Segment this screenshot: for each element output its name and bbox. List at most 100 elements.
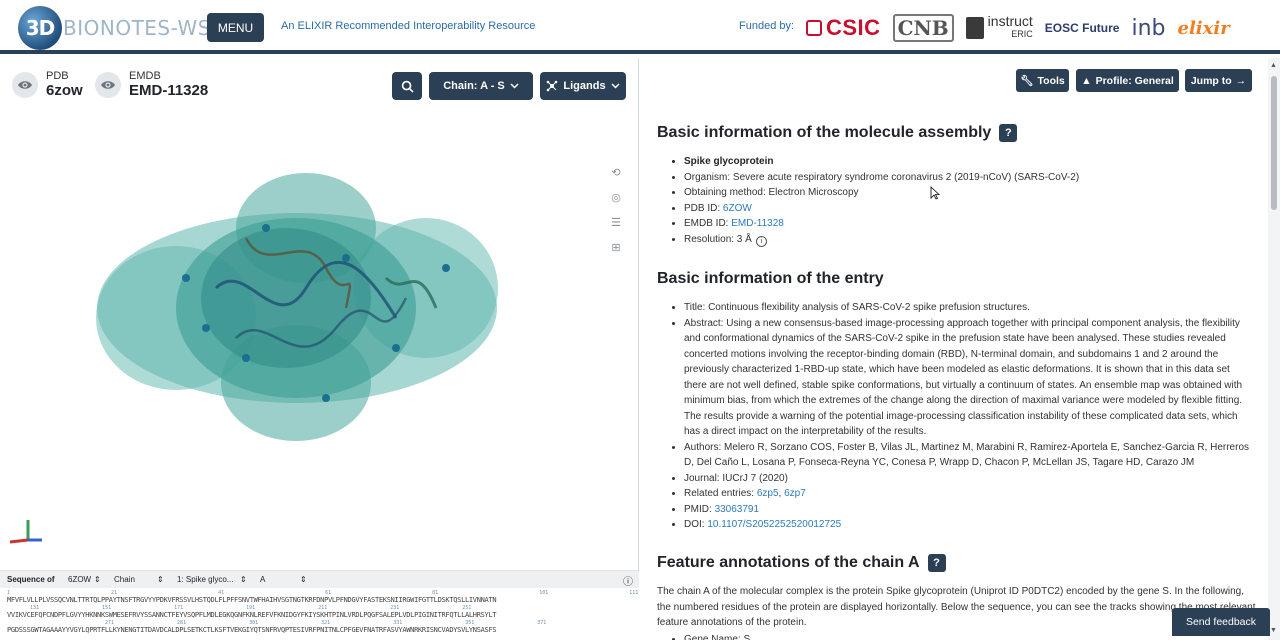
sequence-chain-value-select[interactable]: A [260, 575, 266, 584]
sequence-ruler-number: 251 [462, 605, 472, 611]
sequence-ruler-2: 131 151 171 191 211 231 251 [30, 605, 471, 611]
page-scrollbar[interactable]: ▲ ▼ [1268, 58, 1280, 640]
screenshot-icon[interactable]: ◎ [611, 191, 621, 204]
pdb-id-link[interactable]: 6ZOW [722, 202, 752, 214]
elixir-logo[interactable]: elixir [1177, 17, 1230, 39]
pdb-label: PDB [46, 70, 69, 82]
funded-by-label: Funded by: [739, 20, 795, 32]
sequence-line[interactable]: MFVFLVLLPLVSSQCVNLTTRTQLPPAYTNSFTRGVYYPD… [7, 596, 497, 604]
section-title-features-text: Feature annotations of the chain A [657, 554, 920, 571]
sequence-ruler-number: 101 [539, 590, 549, 596]
settings-sliders-icon[interactable]: ☰ [611, 216, 621, 229]
sequence-ruler-number: 331 [393, 620, 403, 626]
sequence-chain-select[interactable]: Chain [114, 575, 135, 584]
sequence-ruler-number: 321 [321, 620, 331, 626]
emdb-value: EMD-11328 [129, 82, 209, 99]
app-logo[interactable]: 3D BIONOTES-WS [18, 6, 211, 50]
info-icon[interactable]: i [755, 235, 767, 247]
molecule-3d-view[interactable] [96, 168, 498, 444]
sequence-pdb-select[interactable]: 6ZOW [68, 575, 92, 584]
pdb-value: 6zow [46, 82, 83, 99]
related-entry-link[interactable]: 6zp7 [784, 488, 806, 499]
profile-button-label: Profile: General [1095, 74, 1174, 87]
eosc-future-logo[interactable]: EOSC Future [1044, 21, 1120, 35]
tools-button-label: Tools [1037, 74, 1065, 87]
annotations-panel: 🔧︎ Tools ▲ Profile: General Jump to → Ba… [640, 58, 1268, 640]
logo-text: BIONOTES-WS [63, 16, 211, 40]
sequence-of-label: Sequence of [7, 575, 55, 584]
elixir-recommendation-text: An ELIXIR Recommended Interoperability R… [281, 20, 536, 32]
sequence-line[interactable]: PGDSSSGWTAGAAAYYVGYLQPRTFLLKYNENGTITDAVD… [7, 626, 497, 634]
assembly-method: Obtaining method: Electron Microscopy [684, 185, 1250, 201]
structure-viewer-panel: PDB 6zow EMDB EMD-11328 Chain: A - S Lig… [0, 58, 639, 640]
feature-description: The chain A of the molecular complex is … [657, 586, 1256, 628]
pdb-id-label: PDB ID: [684, 202, 723, 214]
instruct-logo-text: instruct [987, 13, 1033, 29]
help-icon[interactable]: ? [999, 124, 1018, 142]
profile-icon: ▲ [1081, 74, 1092, 87]
assembly-name: Spike glycoprotein [684, 154, 1250, 170]
top-header: 3D BIONOTES-WS MENU An ELIXIR Recommende… [0, 0, 1280, 54]
sequence-ruler-number: 281 [177, 620, 187, 626]
sequence-ruler-number: 371 [537, 620, 547, 626]
pmid-link[interactable]: 33063791 [714, 503, 760, 515]
sequence-ruler-1: 1 21 41 61 81 101 111 121 [7, 590, 639, 596]
entry-related: Related entries: 6zp5, 6zp7 [684, 486, 1250, 502]
csic-logo[interactable]: CSIC [806, 15, 881, 41]
tools-button[interactable]: 🔧︎ Tools [1016, 69, 1069, 92]
entry-title: Title: Continuous flexibility analysis o… [684, 300, 1250, 316]
profile-button[interactable]: ▲ Profile: General [1076, 69, 1179, 92]
related-separator: , [778, 488, 785, 499]
sequence-viewer[interactable]: 1 21 41 61 81 101 111 121 MFVFLVLLPLVSSQ… [0, 588, 639, 640]
csic-logo-text: CSIC [826, 15, 881, 40]
assembly-pdb-id: PDB ID: 6ZOW [684, 201, 1250, 217]
emdb-id-label: EMDB ID: [684, 218, 732, 229]
search-icon [401, 80, 414, 93]
search-button[interactable] [392, 72, 422, 100]
doi-link[interactable]: 10.1107/S2052252520012725 [707, 519, 842, 530]
emdb-id-link[interactable]: EMD-11328 [731, 218, 784, 229]
cnb-logo[interactable]: CNB [892, 14, 954, 42]
ligands-select-button[interactable]: Ligands [540, 72, 626, 100]
menu-button[interactable]: MENU [207, 13, 264, 42]
sequence-entity-select[interactable]: 1: Spike glyco... [177, 575, 234, 584]
section-title-features: Feature annotations of the chain A ? [657, 554, 946, 572]
related-entries-label: Related entries: [684, 488, 757, 499]
ligands-icon [547, 80, 558, 92]
scroll-up-arrow-icon[interactable]: ▲ [1270, 62, 1277, 69]
related-entry-link[interactable]: 6zp5 [756, 488, 779, 499]
help-icon[interactable]: ? [927, 554, 946, 572]
sequence-line[interactable]: VVIKVCEFQFCNDPFLGVYYHKNNKSWMESEFRVYSSANN… [7, 611, 497, 619]
sequence-ruler-number: 1 [7, 590, 11, 596]
section-title-assembly: Basic information of the molecule assemb… [657, 124, 1018, 142]
pdb-visibility-eye-icon[interactable] [12, 72, 38, 98]
arrow-right-icon: → [1235, 74, 1247, 87]
emdb-visibility-eye-icon[interactable] [95, 72, 121, 98]
jump-to-button-label: Jump to [1190, 74, 1232, 87]
sequence-ruler-number: 301 [249, 620, 259, 626]
scroll-thumb[interactable] [1271, 76, 1277, 210]
resolution-text: Resolution: 3 Å [684, 233, 752, 245]
assembly-emdb-id: EMDB ID: EMD-11328 [684, 216, 1250, 232]
chain-select-button[interactable]: Chain: A - S [429, 72, 533, 100]
funder-logos: CSIC CNB instruct ERIC EOSC Future inb e… [806, 8, 1230, 48]
inb-logo[interactable]: inb [1131, 15, 1166, 41]
pdb-id-block: PDB 6zow [12, 70, 83, 100]
sequence-ruler-number: 171 [174, 605, 184, 611]
chevron-updown-icon: ⇕ [300, 575, 307, 584]
pmid-label: PMID: [684, 503, 715, 515]
entry-authors: Authors: Melero R, Sorzano COS, Foster B… [684, 440, 1250, 471]
instruct-eric-logo[interactable]: instruct ERIC [965, 13, 1033, 41]
sequence-ruler-number: 351 [465, 620, 475, 626]
expand-icon[interactable]: ⊞ [611, 241, 621, 254]
emdb-id-block: EMDB EMD-11328 [95, 70, 208, 100]
wrench-icon: 🔧︎ [1020, 75, 1034, 87]
help-circle-icon[interactable]: ⓘ [623, 577, 633, 588]
reset-view-icon[interactable]: ⟲ [611, 166, 621, 179]
scroll-down-arrow-icon[interactable]: ▼ [1270, 627, 1277, 634]
send-feedback-button[interactable]: Send feedback [1172, 608, 1270, 636]
jump-to-button[interactable]: Jump to → [1185, 69, 1252, 92]
viewer-controls: ⟲ ◎ ☰ ⊞ [606, 162, 626, 262]
mouse-cursor-icon [930, 186, 940, 200]
sequence-ruler-number: 81 [432, 590, 439, 596]
